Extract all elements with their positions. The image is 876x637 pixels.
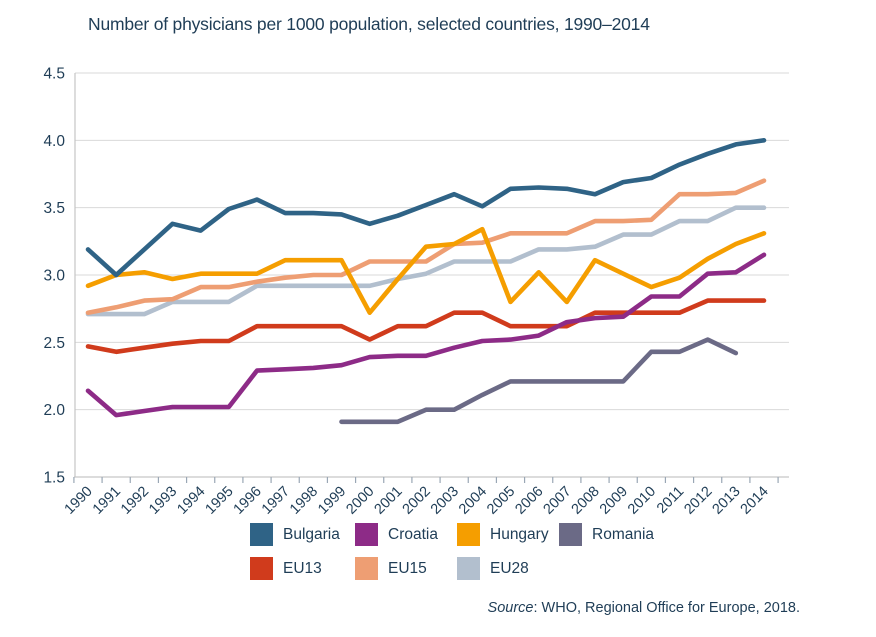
y-axis-tick-label: 3.5 bbox=[43, 200, 65, 217]
x-axis-year-label: 2011 bbox=[654, 484, 687, 517]
legend-label: Croatia bbox=[388, 525, 438, 543]
x-axis-year-label: 2008 bbox=[569, 484, 603, 518]
x-axis-year-label: 2013 bbox=[710, 484, 744, 518]
legend-item-hungary: Hungary bbox=[457, 523, 559, 546]
source-note: Source: WHO, Regional Office for Europe,… bbox=[488, 600, 800, 616]
series-line-eu15 bbox=[85, 178, 767, 315]
legend-swatch-eu28 bbox=[457, 557, 480, 580]
chart-title: Number of physicians per 1000 population… bbox=[88, 14, 650, 34]
y-axis-tick-label: 2.0 bbox=[43, 402, 65, 419]
series-line-eu13 bbox=[85, 298, 767, 355]
legend-label: EU15 bbox=[388, 559, 427, 577]
legend-item-eu15: EU15 bbox=[355, 557, 457, 580]
x-axis-year-label: 1991 bbox=[90, 484, 124, 518]
x-axis-year-label: 2002 bbox=[400, 484, 434, 518]
legend-swatch-romania bbox=[559, 523, 582, 546]
legend-label: EU13 bbox=[283, 559, 322, 577]
legend-item-eu28: EU28 bbox=[457, 557, 559, 580]
x-axis-year-label: 2012 bbox=[681, 484, 715, 518]
legend-label: Romania bbox=[592, 525, 655, 543]
series-line-eu28 bbox=[85, 205, 767, 317]
series-line-romania bbox=[339, 337, 739, 425]
x-axis-year-label: 1993 bbox=[146, 484, 180, 518]
legend-swatch-croatia bbox=[355, 523, 378, 546]
legend-swatch-eu13 bbox=[250, 557, 273, 580]
y-axis-tick-label: 2.5 bbox=[43, 335, 65, 352]
legend-swatch-hungary bbox=[457, 523, 480, 546]
y-axis-tick-label: 3.0 bbox=[43, 268, 65, 285]
x-axis-year-label: 1995 bbox=[203, 484, 237, 518]
legend-item-bulgaria: Bulgaria bbox=[250, 523, 355, 546]
x-axis-year-label: 1992 bbox=[118, 484, 152, 518]
x-axis-year-label: 1994 bbox=[174, 484, 208, 518]
y-axis-tick-label: 1.5 bbox=[43, 470, 65, 487]
legend-label: Bulgaria bbox=[283, 525, 340, 543]
x-axis-year-label: 2006 bbox=[512, 484, 546, 518]
x-axis-year-label: 1990 bbox=[62, 484, 96, 518]
legend-label: Hungary bbox=[490, 525, 549, 543]
x-axis-year-label: 1999 bbox=[315, 484, 349, 518]
chart-legend: Bulgaria Croatia Hungary Romania EU13 EU15 EU2… bbox=[250, 523, 654, 580]
x-axis-year-label: 1997 bbox=[259, 484, 293, 518]
legend-swatch-bulgaria bbox=[250, 523, 273, 546]
legend-label: EU28 bbox=[490, 559, 529, 577]
x-axis-year-label: 2005 bbox=[484, 484, 518, 518]
x-axis-year-label: 2004 bbox=[456, 484, 490, 518]
series-line-hungary bbox=[85, 226, 767, 315]
x-axis-year-label: 1998 bbox=[287, 484, 321, 518]
legend-item-eu13: EU13 bbox=[250, 557, 355, 580]
x-axis-year-label: 2010 bbox=[625, 484, 659, 518]
x-axis-year-label: 1996 bbox=[231, 484, 265, 518]
x-axis-year-label: 2007 bbox=[541, 484, 575, 518]
y-axis-tick-label: 4.0 bbox=[43, 133, 65, 150]
source-text: : WHO, Regional Office for Europe, 2018. bbox=[533, 600, 800, 616]
legend-item-croatia: Croatia bbox=[355, 523, 457, 546]
series-line-bulgaria bbox=[85, 138, 767, 278]
x-axis-year-label: 2001 bbox=[372, 484, 406, 518]
legend-item-romania: Romania bbox=[559, 523, 654, 546]
x-axis-year-label: 2000 bbox=[343, 484, 377, 518]
x-axis-year-label: 2009 bbox=[597, 484, 631, 518]
source-label: Source bbox=[487, 600, 534, 616]
x-axis-year-label: 2003 bbox=[428, 484, 462, 518]
series-line-croatia bbox=[85, 252, 767, 418]
legend-swatch-eu15 bbox=[355, 557, 378, 580]
x-axis-year-label: 2014 bbox=[738, 484, 772, 518]
y-axis-tick-label: 4.5 bbox=[43, 66, 65, 83]
